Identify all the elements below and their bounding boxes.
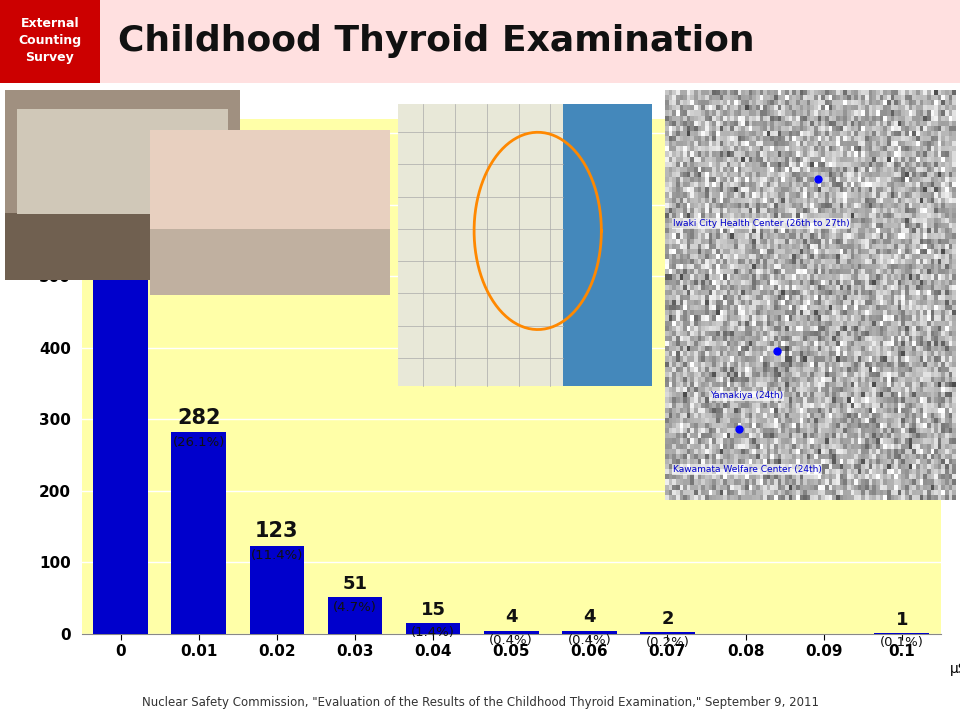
Text: 282: 282	[177, 408, 221, 428]
Bar	[327, 597, 382, 634]
Bar	[562, 631, 616, 634]
Bar	[397, 104, 564, 386]
Text: (4.7%): (4.7%)	[333, 600, 377, 613]
Text: (55.4%): (55.4%)	[94, 210, 147, 222]
Bar	[550, 104, 652, 386]
Text: 1: 1	[896, 611, 908, 629]
Bar	[406, 623, 461, 634]
Text: 123: 123	[255, 521, 299, 541]
Bar	[93, 206, 148, 634]
Text: people: people	[43, 96, 107, 114]
Text: Yamakiya (24th): Yamakiya (24th)	[710, 392, 783, 400]
Text: (11.4%): (11.4%)	[251, 549, 303, 562]
Text: 598: 598	[99, 181, 142, 202]
Text: 51: 51	[343, 575, 368, 593]
Text: 4: 4	[583, 608, 595, 626]
Text: Kawamata Welfare Center (24th): Kawamata Welfare Center (24th)	[673, 465, 822, 474]
Text: μSv/h: μSv/h	[949, 662, 960, 676]
Bar	[484, 631, 539, 634]
Text: External
Counting
Survey: External Counting Survey	[18, 17, 82, 64]
Bar	[16, 109, 228, 214]
Bar	[0, 0, 100, 83]
Text: (0.2%): (0.2%)	[645, 636, 689, 649]
Bar	[5, 214, 240, 280]
Text: (0.1%): (0.1%)	[879, 636, 924, 649]
Text: Iwaki City Health Center (26th to 27th): Iwaki City Health Center (26th to 27th)	[673, 220, 850, 228]
Bar	[16, 138, 228, 271]
Text: 2: 2	[661, 610, 674, 628]
Text: 4: 4	[505, 608, 517, 626]
Text: Nuclear Safety Commission, "Evaluation of the Results of the Childhood Thyroid E: Nuclear Safety Commission, "Evaluation o…	[141, 696, 819, 709]
Text: (1.4%): (1.4%)	[411, 626, 455, 639]
Text: 15: 15	[420, 600, 445, 618]
Text: Childhood Thyroid Examination: Childhood Thyroid Examination	[118, 24, 755, 58]
Text: (26.1%): (26.1%)	[173, 436, 225, 449]
Text: (0.4%): (0.4%)	[490, 634, 533, 647]
Bar	[640, 632, 695, 634]
Text: (0.4%): (0.4%)	[567, 634, 612, 647]
Bar	[150, 229, 390, 295]
Bar	[250, 546, 304, 634]
Bar	[172, 432, 227, 634]
